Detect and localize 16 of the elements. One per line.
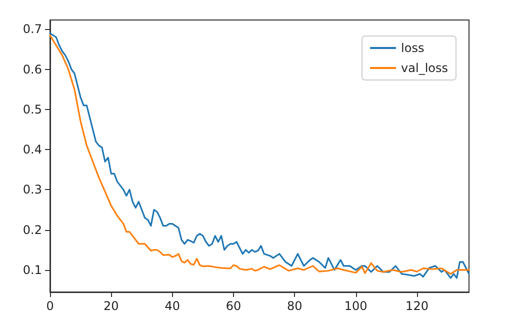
y-tick-label: 0.6 [22, 62, 42, 76]
y-tick-label: 0.3 [22, 182, 42, 197]
x-tick-label: 40 [164, 299, 180, 313]
x-tick-label: 120 [406, 299, 428, 313]
y-tick-label: 0.5 [22, 102, 42, 116]
y-tick-label: 0.2 [22, 222, 42, 237]
x-tick-label: 0 [46, 299, 54, 313]
y-tick-label: 0.7 [22, 22, 42, 36]
y-tick-label: 0.1 [22, 262, 42, 277]
legend-label: loss [401, 41, 424, 55]
x-tick-label: 20 [104, 299, 119, 313]
y-tick-label: 0.4 [22, 142, 42, 157]
legend-label: val_loss [401, 61, 448, 75]
x-tick-label: 60 [226, 299, 242, 313]
x-tick-label: 100 [344, 299, 368, 313]
x-tick-label: 80 [287, 299, 302, 313]
